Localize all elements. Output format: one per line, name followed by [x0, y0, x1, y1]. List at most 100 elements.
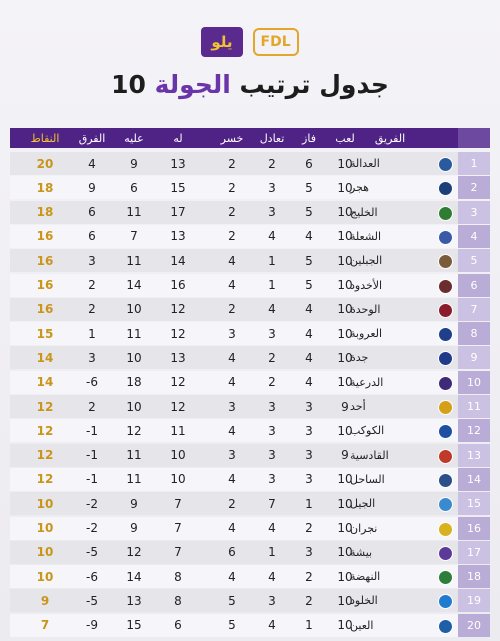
cell: 13 — [170, 156, 186, 171]
rank-bg — [458, 152, 490, 175]
cell: 4 — [305, 350, 313, 365]
table-row: 13 القادسية 9 3 3 3 10 11 -1 12 — [10, 443, 490, 467]
cell: 9 — [130, 521, 138, 535]
rank-bg — [458, 443, 490, 467]
cell: 5 — [305, 278, 313, 292]
rank: 10 — [467, 375, 481, 389]
cell: 2 — [228, 156, 236, 171]
rank-bg — [458, 395, 490, 418]
cell: 4 — [88, 156, 96, 171]
cell: -1 — [86, 423, 98, 438]
points: 14 — [36, 350, 54, 365]
cell: 4 — [228, 472, 236, 487]
rank-bg — [458, 346, 490, 370]
rank-bg — [458, 249, 490, 273]
cell: 4 — [268, 569, 276, 584]
team-icon — [438, 205, 453, 221]
column-header: له — [173, 131, 183, 145]
points: 16 — [36, 278, 54, 292]
team-icon — [438, 594, 453, 610]
cell: 10 — [337, 278, 353, 292]
rank-bg — [458, 589, 490, 613]
cell: 10 — [126, 350, 142, 365]
team-name: نجران — [350, 521, 378, 535]
cell: 3 — [268, 423, 276, 438]
cell: 4 — [228, 278, 236, 292]
points: 10 — [36, 521, 54, 535]
cell: -1 — [86, 448, 98, 463]
rank-bg — [458, 540, 490, 564]
cell: -2 — [86, 521, 98, 535]
header-row: الفريق لعب فاز تعادل خسر له عليه الفرق النقاط — [10, 128, 490, 148]
cell: 10 — [170, 448, 186, 463]
cell: 5 — [228, 593, 236, 608]
cell: -6 — [86, 375, 98, 390]
points: 12 — [36, 423, 54, 438]
rank: 11 — [467, 400, 481, 413]
cell: 11 — [126, 448, 142, 463]
cell: 6 — [228, 545, 236, 560]
rank: 6 — [470, 278, 478, 292]
cell: -5 — [86, 593, 98, 608]
cell: 10 — [337, 472, 353, 487]
team-icon — [438, 424, 453, 440]
rank-header — [458, 128, 490, 148]
rank-bg — [458, 613, 490, 637]
team-name: جدة — [350, 351, 369, 365]
cell: 13 — [170, 229, 186, 244]
cell: 2 — [228, 496, 236, 511]
cell: 4 — [228, 569, 236, 584]
cell: 9 — [130, 496, 138, 511]
cell: 2 — [305, 521, 313, 535]
cell: 1 — [88, 326, 96, 341]
rank: 9 — [470, 351, 478, 365]
logos: يلو FDL — [0, 22, 500, 62]
rank: 18 — [467, 570, 481, 584]
cell: 3 — [268, 180, 276, 195]
points: 18 — [36, 205, 54, 220]
team-icon — [438, 302, 453, 318]
team-icon — [438, 254, 453, 270]
cell: -6 — [86, 569, 98, 584]
cell: 9 — [341, 448, 349, 463]
cell: -9 — [86, 618, 98, 633]
cell: 10 — [337, 205, 353, 220]
cell: 4 — [268, 618, 276, 633]
team-icon — [438, 618, 453, 634]
points: 16 — [36, 253, 54, 268]
cell: 3 — [88, 253, 96, 268]
team-icon — [438, 278, 453, 294]
team-icon — [438, 327, 453, 343]
cell: 1 — [305, 618, 313, 633]
points: 20 — [36, 156, 54, 171]
rank: 3 — [470, 205, 478, 219]
rank: 15 — [467, 497, 481, 511]
column-header: النقاط — [30, 131, 60, 145]
table-row: 6 الأخدود 10 5 1 4 16 14 2 16 — [10, 273, 490, 297]
table-row: 20 العين 10 1 4 5 6 15 -9 7 — [10, 613, 490, 637]
points: 12 — [36, 472, 54, 487]
team-icon — [438, 400, 453, 415]
cell: 4 — [305, 326, 313, 341]
cell: 4 — [268, 302, 276, 317]
cell: 3 — [88, 350, 96, 365]
cell: 10 — [337, 302, 353, 317]
cell: 4 — [305, 229, 313, 244]
table-row: 1 العدالة 10 6 2 2 13 9 4 20 — [10, 152, 490, 175]
rank: 14 — [467, 472, 481, 486]
team-icon — [438, 521, 453, 537]
cell: 9 — [130, 156, 138, 171]
cell: 18 — [126, 375, 142, 390]
table-row: 9 جدة 10 4 2 4 13 10 3 14 — [10, 346, 490, 370]
cell: 8 — [174, 569, 182, 584]
cell: 2 — [228, 180, 236, 195]
team-name: الأخدود — [350, 278, 383, 292]
league-logo: FDL — [252, 28, 299, 56]
cell: 6 — [305, 156, 313, 171]
points: 18 — [36, 180, 54, 195]
cell: -2 — [86, 496, 98, 511]
rank-bg — [458, 224, 490, 248]
cell: 4 — [305, 302, 313, 317]
table-row: 12 الكوكب 10 3 3 4 11 12 -1 12 — [10, 419, 490, 443]
title-highlight: الجولة — [154, 70, 231, 99]
